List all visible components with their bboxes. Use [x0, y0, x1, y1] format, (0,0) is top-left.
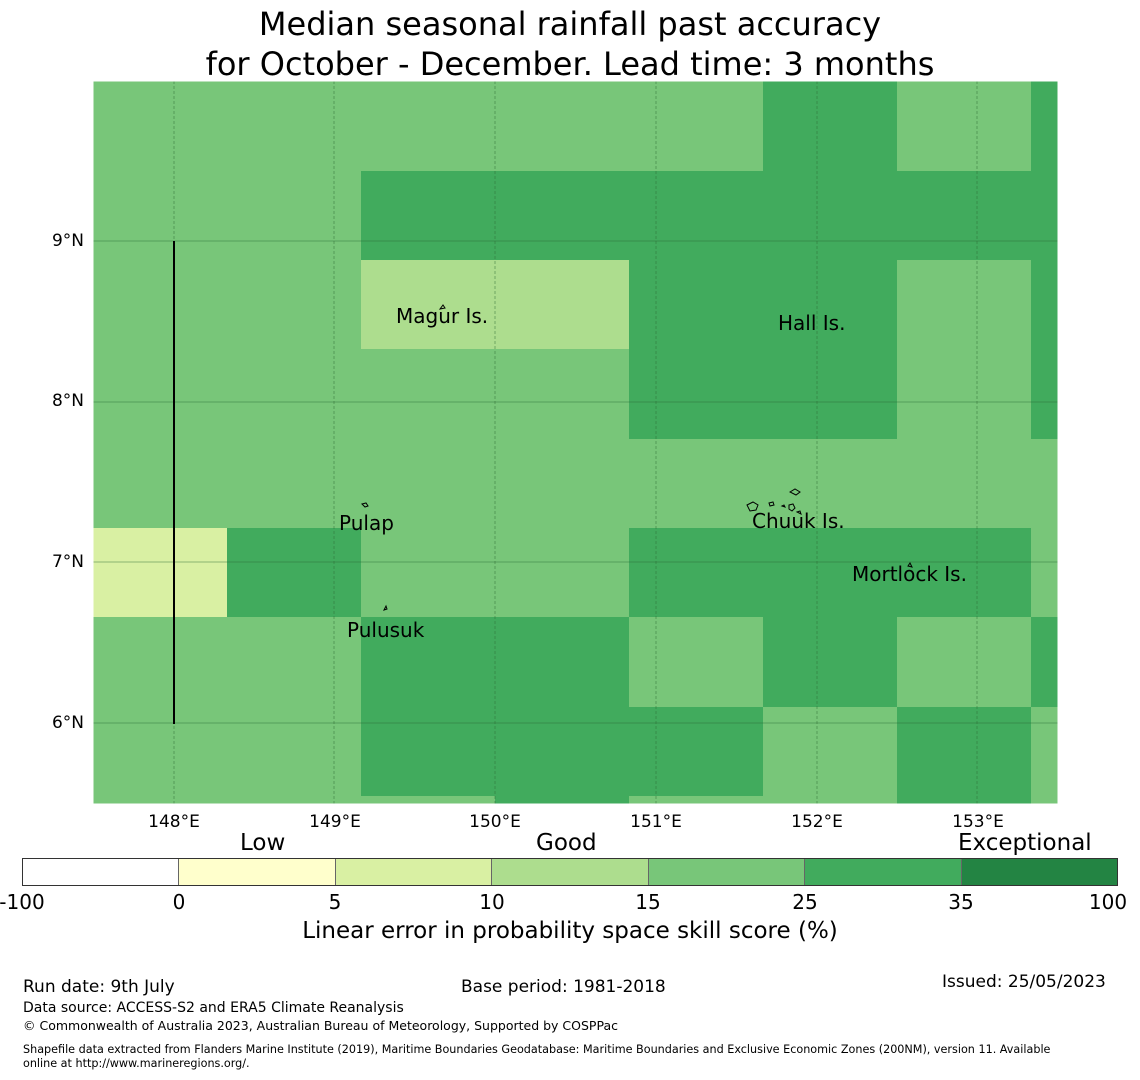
colorbar-segment — [492, 859, 649, 885]
chuuk-islet-outline — [780, 504, 786, 508]
skill-cell — [1031, 260, 1058, 439]
colorbar-tick: 15 — [635, 890, 661, 914]
skill-cell — [495, 796, 629, 804]
lon-label-151e: 151°E — [630, 812, 682, 832]
colorbar-segment — [335, 859, 493, 885]
place-label-chuuk: Chuuk Is. — [752, 509, 845, 533]
chuuk-islet-outline — [788, 503, 796, 512]
place-label-mortlock: Mortlock Is. — [852, 562, 967, 586]
magur-island-outline — [438, 304, 446, 310]
lon-label-150e: 150°E — [469, 812, 521, 832]
copyright-notice: © Commonwealth of Australia 2023, Austra… — [23, 1018, 618, 1033]
colorbar-segment — [648, 859, 806, 885]
lat-label-7n: 7°N — [51, 552, 84, 572]
skill-cell — [763, 81, 897, 171]
legend-category-low: Low — [240, 830, 286, 856]
skill-cell — [629, 528, 1031, 617]
colorbar-tick: 5 — [328, 890, 342, 914]
skill-cell — [1031, 81, 1058, 171]
skill-cell — [897, 707, 1031, 804]
colorbar-tick: 100 — [1088, 890, 1128, 914]
colorbar-segment — [961, 859, 1117, 885]
lat-label-6n: 6°N — [51, 713, 84, 733]
colorbar-tick: 35 — [948, 890, 974, 914]
skill-cell — [763, 617, 897, 707]
skill-cell — [361, 260, 629, 349]
chuuk-lagoon-islet-outline — [746, 501, 759, 512]
lon-label-153e: 153°E — [952, 812, 1004, 832]
data-source: Data source: ACCESS-S2 and ERA5 Climate … — [23, 1000, 404, 1016]
skill-grid — [93, 81, 1058, 804]
chuuk-islet-outline — [788, 488, 801, 496]
colorbar-tick: -100 — [0, 890, 45, 914]
island-outlines — [361, 304, 913, 611]
graticule — [93, 81, 1058, 804]
skill-cell — [361, 171, 1058, 260]
place-label-hall: Hall Is. — [778, 311, 846, 335]
skill-cell — [629, 260, 897, 439]
mortlock-island-outline — [907, 562, 913, 568]
pulap-island-outline — [361, 502, 369, 508]
legend-category-good: Good — [536, 830, 597, 856]
map-title-line-1: Median seasonal rainfall past accuracy — [258, 5, 882, 43]
map-frame — [92, 80, 1059, 805]
chuuk-islet-outline — [768, 501, 775, 507]
colorbar — [22, 858, 1118, 886]
colorbar-tick: 10 — [479, 890, 505, 914]
map-title-line-2: for October - December. Lead time: 3 mon… — [205, 45, 935, 83]
pulusuk-island-outline — [383, 604, 388, 611]
lat-label-9n: 9°N — [51, 231, 84, 251]
lon-label-148e: 148°E — [148, 812, 200, 832]
lon-label-149e: 149°E — [309, 812, 361, 832]
place-label-pulap: Pulap — [339, 511, 394, 535]
lon-label-152e: 152°E — [791, 812, 843, 832]
colorbar-segment — [179, 859, 336, 885]
legend-category-exceptional: Exceptional — [958, 830, 1092, 856]
colorbar-label: Linear error in probability space skill … — [302, 918, 838, 944]
colorbar-segment — [805, 859, 962, 885]
colorbar-segment — [23, 859, 180, 885]
skill-cell — [629, 707, 763, 796]
place-label-pulusuk: Pulusuk — [347, 618, 425, 642]
shapefile-credit-line-2: online at http://www.marineregions.org/. — [23, 1057, 250, 1070]
issued-date: Issued: 25/05/2023 — [942, 972, 1106, 992]
chuuk-islet-outline — [795, 510, 802, 515]
run-date: Run date: 9th July — [23, 977, 175, 997]
lat-label-8n: 8°N — [51, 391, 84, 411]
colorbar-tick: 0 — [172, 890, 186, 914]
colorbar-tick: 25 — [792, 890, 818, 914]
skill-cell — [1031, 617, 1058, 707]
base-period: Base period: 1981-2018 — [461, 977, 666, 997]
skill-score-map — [92, 80, 1059, 805]
skill-cell — [93, 528, 227, 617]
shapefile-credit-line-1: Shapefile data extracted from Flanders M… — [23, 1043, 1051, 1056]
place-label-magur: Magur Is. — [396, 304, 489, 328]
skill-cell — [227, 528, 361, 617]
